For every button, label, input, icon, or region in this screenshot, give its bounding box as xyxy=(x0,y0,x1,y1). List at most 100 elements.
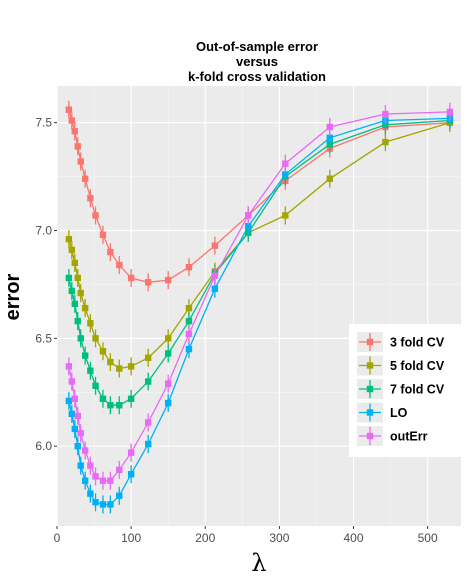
data-point xyxy=(164,335,172,342)
x-tick-label: 400 xyxy=(343,531,363,545)
data-point xyxy=(116,402,123,409)
y-tick-label: 7.5 xyxy=(35,116,52,130)
chart-title-line-3: k-fold cross validation xyxy=(188,69,326,84)
data-point xyxy=(99,501,107,508)
series-marks xyxy=(65,100,454,514)
data-point xyxy=(74,317,81,325)
data-point xyxy=(185,304,193,312)
data-point xyxy=(99,231,107,239)
data-point xyxy=(65,397,73,405)
legend-key-point xyxy=(366,385,374,393)
data-point xyxy=(211,242,219,249)
data-point xyxy=(127,449,135,456)
data-point xyxy=(77,158,84,165)
data-point xyxy=(71,300,78,308)
x-tick-label: 100 xyxy=(121,531,141,545)
data-point xyxy=(68,410,76,418)
legend-key-point xyxy=(366,362,374,369)
data-point xyxy=(81,304,89,312)
data-point xyxy=(116,466,123,474)
data-point xyxy=(81,175,89,182)
data-point xyxy=(127,471,135,478)
legend-label: 3 fold CV xyxy=(390,336,445,350)
x-tick-label: 200 xyxy=(195,531,215,545)
data-point xyxy=(116,261,123,269)
data-point xyxy=(68,246,76,254)
data-point xyxy=(92,335,99,342)
data-point xyxy=(185,263,193,271)
data-point xyxy=(185,317,193,325)
data-point xyxy=(144,378,152,385)
data-point xyxy=(116,492,123,500)
x-tick-label: 500 xyxy=(418,531,438,545)
data-point xyxy=(74,143,81,150)
data-point xyxy=(77,462,84,469)
data-point xyxy=(99,477,107,484)
data-point xyxy=(446,108,454,116)
y-tick-labels: 6.0 6.5 7.0 7.5 xyxy=(35,116,52,454)
axis-ticks xyxy=(54,122,429,529)
data-point xyxy=(81,447,89,454)
data-point xyxy=(116,365,123,372)
data-point xyxy=(74,274,81,282)
legend: 3 fold CV 5 fold CV 7 fold CV LO outErr xyxy=(349,324,461,457)
data-point xyxy=(382,110,389,118)
chart-title-line-1: Out-of-sample error xyxy=(196,39,318,54)
data-point xyxy=(71,259,78,267)
y-axis-label: error xyxy=(2,273,24,320)
data-point xyxy=(164,380,172,387)
data-point xyxy=(81,477,89,484)
x-axis-label: λ xyxy=(251,549,266,577)
data-point xyxy=(99,348,107,355)
data-point xyxy=(65,106,73,113)
data-point xyxy=(282,160,289,167)
x-tick-label: 0 xyxy=(54,531,61,545)
data-point xyxy=(164,399,172,407)
data-point xyxy=(92,473,99,480)
data-point xyxy=(92,212,99,219)
data-point xyxy=(71,425,78,433)
data-point xyxy=(71,395,78,402)
data-point xyxy=(144,354,152,361)
data-point xyxy=(326,175,333,182)
data-point xyxy=(164,350,172,357)
plot-panel xyxy=(57,86,461,526)
y-tick-label: 7.0 xyxy=(35,224,52,238)
x-tick-label: 300 xyxy=(269,531,289,545)
data-point xyxy=(68,287,76,295)
data-point xyxy=(107,501,114,508)
data-point xyxy=(87,320,94,327)
data-point xyxy=(68,378,76,385)
data-point xyxy=(144,279,152,286)
data-point xyxy=(81,352,89,359)
data-point xyxy=(74,412,81,420)
data-point xyxy=(71,128,78,135)
data-point xyxy=(99,395,107,402)
data-point xyxy=(282,171,289,178)
legend-label: outErr xyxy=(390,430,428,444)
data-point xyxy=(107,402,114,409)
data-point xyxy=(92,499,99,506)
data-point xyxy=(65,235,73,243)
data-point xyxy=(107,358,114,366)
data-point xyxy=(164,276,172,284)
data-point xyxy=(107,477,114,484)
data-point xyxy=(65,274,73,282)
legend-label: 5 fold CV xyxy=(390,359,445,373)
data-point xyxy=(107,248,114,256)
data-point xyxy=(127,395,135,402)
data-point xyxy=(87,367,94,374)
data-point xyxy=(326,134,333,141)
data-point xyxy=(77,335,84,342)
data-point xyxy=(87,462,94,469)
data-point xyxy=(74,442,81,450)
data-point xyxy=(211,272,219,280)
data-point xyxy=(282,212,289,219)
data-point xyxy=(92,382,99,390)
legend-key-point xyxy=(366,409,374,416)
y-tick-label: 6.5 xyxy=(35,331,52,345)
data-point xyxy=(185,330,193,338)
legend-label: 7 fold CV xyxy=(390,383,445,397)
x-tick-labels: 0 100 200 300 400 500 xyxy=(54,531,438,545)
